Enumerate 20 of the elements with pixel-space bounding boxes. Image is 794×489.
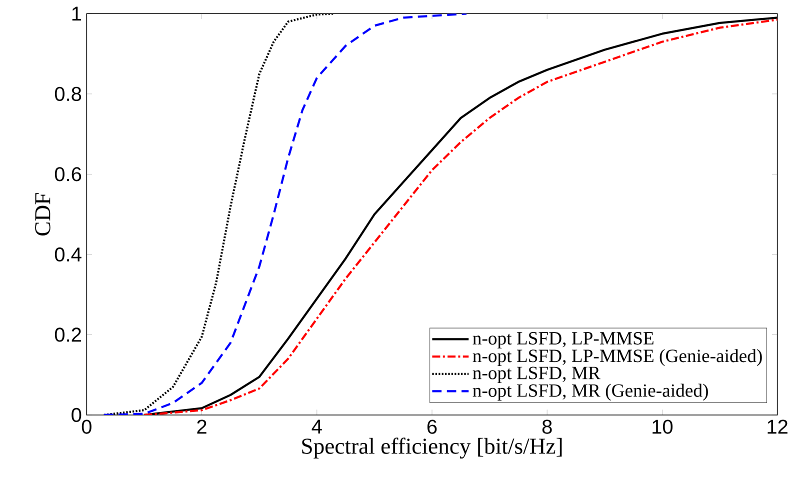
line-series	[102, 14, 468, 415]
y-tick-label: 0.4	[54, 247, 82, 262]
legend-label: n-opt LSFD, LP-MMSE	[472, 332, 654, 348]
y-tick-label: 1	[72, 6, 81, 21]
x-axis-title: Spectral efficiency [bit/s/Hz]	[302, 438, 562, 459]
y-tick-label: 0	[72, 408, 82, 422]
legend-label: n-opt LSFD, MR	[472, 366, 600, 384]
x-tick-label: 0	[82, 420, 92, 434]
x-tick-label: 2	[197, 420, 206, 434]
x-tick-label: 8	[542, 420, 552, 434]
legend-label: n-opt LSFD, MR (Genie-aided)	[472, 384, 708, 401]
x-tick-label: 4	[312, 420, 322, 434]
x-tick-label: 6	[427, 420, 437, 434]
y-tick-label: 0.8	[54, 86, 82, 101]
legend-label: n-opt LSFD, LP-MMSE (Genie-aided)	[472, 349, 762, 366]
y-tick-label: 0.6	[54, 167, 82, 182]
x-tick-label: 10	[652, 420, 673, 434]
y-tick-label: 0.2	[54, 328, 81, 342]
y-axis-title: CDF	[35, 193, 50, 236]
x-tick-label: 12	[768, 420, 788, 434]
